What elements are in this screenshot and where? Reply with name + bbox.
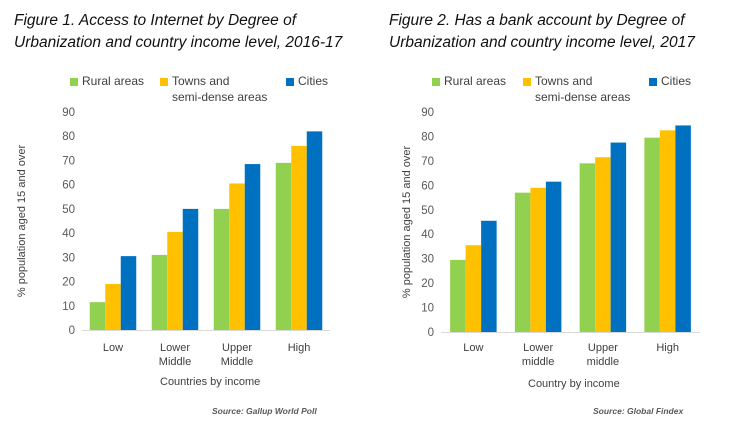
y-tick-label: 50 <box>421 205 434 217</box>
bar <box>213 208 230 330</box>
x-tick-label: Middle <box>159 356 191 368</box>
bar <box>514 192 531 332</box>
chart-title-line: Figure 1. Access to Internet by Degree o… <box>14 12 297 29</box>
y-tick-label: 70 <box>421 156 434 168</box>
chart-panel-internet-access: Figure 1. Access to Internet by Degree o… <box>14 10 374 416</box>
y-axis-label: % population aged 15 and over <box>16 145 28 298</box>
y-tick-label: 30 <box>62 252 75 264</box>
x-tick-label: High <box>656 342 679 354</box>
bar <box>545 181 562 332</box>
y-tick-label: 70 <box>62 155 75 167</box>
bar <box>481 220 497 332</box>
x-axis-label: Countries by income <box>160 376 261 388</box>
source-note: Source: Gallup World Poll <box>212 406 317 416</box>
bar <box>579 163 596 332</box>
y-tick-label: 60 <box>421 180 434 192</box>
bar <box>644 137 660 332</box>
y-tick-label: 20 <box>421 278 434 290</box>
x-tick-label: Upper <box>588 342 618 354</box>
y-tick-label: 10 <box>421 303 434 315</box>
x-tick-label: Low <box>463 342 483 354</box>
x-tick-label: Low <box>103 342 123 354</box>
legend-label: Rural areas <box>444 74 507 88</box>
x-tick-label: middle <box>522 356 554 368</box>
chart-title: Figure 1. Access to Internet by Degree o… <box>14 10 374 54</box>
legend-swatch <box>286 78 294 86</box>
bar <box>244 164 261 330</box>
y-tick-label: 90 <box>62 107 75 119</box>
y-tick-label: 0 <box>69 325 75 337</box>
x-tick-label: High <box>288 342 311 354</box>
x-tick-label: Lower <box>523 342 553 354</box>
x-axis-label: Country by income <box>528 378 620 390</box>
bar <box>306 131 323 330</box>
x-tick-label: Upper <box>222 342 252 354</box>
legend-swatch <box>523 78 531 86</box>
y-tick-label: 50 <box>62 204 75 216</box>
y-tick-label: 20 <box>62 277 75 289</box>
bar-chart-plot: 0 10 20 30 40 50 60 70 80 90 % population aged 15 … <box>401 107 700 368</box>
bar <box>595 157 611 332</box>
chart-panel-bank-account: Figure 2. Has a bank account by Degree o… <box>375 0 750 422</box>
bar <box>182 208 199 330</box>
bar <box>659 130 676 332</box>
legend-swatch <box>70 78 78 86</box>
bar <box>89 302 106 330</box>
y-tick-label: 0 <box>428 327 434 339</box>
bar <box>167 231 183 330</box>
source-note: Source: Global Findex <box>593 406 684 416</box>
bar <box>120 256 137 330</box>
chart-title-line: Urbanization and country income level, 2… <box>389 34 695 51</box>
legend-swatch <box>160 78 168 86</box>
bar <box>465 245 482 332</box>
legend-label: Cities <box>661 74 692 88</box>
x-tick-label: Middle <box>221 356 253 368</box>
bar <box>229 183 245 330</box>
bar-chart-plot: 0 10 20 30 40 50 60 70 80 90 % population aged 15 … <box>16 107 330 368</box>
chart-title-line: Figure 2. Has a bank account by Degree o… <box>389 12 685 29</box>
bar <box>151 254 168 330</box>
y-tick-label: 80 <box>62 131 75 143</box>
bar <box>275 162 292 330</box>
legend-swatch <box>432 78 440 86</box>
chart-title: Figure 2. Has a bank account by Degree o… <box>389 10 749 54</box>
bar <box>610 142 627 332</box>
bar <box>105 283 121 330</box>
x-tick-label: Lower <box>160 342 190 354</box>
legend-label: semi-dense areas <box>535 90 631 104</box>
legend-label: Rural areas <box>82 74 145 88</box>
legend-swatch <box>649 78 657 86</box>
legend-label: Towns and <box>172 74 230 88</box>
y-tick-label: 80 <box>421 131 434 143</box>
legend-label: Towns and <box>535 74 593 88</box>
y-tick-label: 60 <box>62 180 75 192</box>
bar <box>450 259 466 332</box>
legend-label: semi-dense areas <box>172 90 268 104</box>
y-tick-label: 30 <box>421 254 434 266</box>
y-tick-label: 90 <box>421 107 434 119</box>
y-tick-label: 40 <box>421 229 434 241</box>
y-tick-label: 40 <box>62 228 75 240</box>
legend-label: Cities <box>298 74 329 88</box>
chart-title-line: Urbanization and country income level, 2… <box>14 34 343 51</box>
bar <box>291 145 307 330</box>
y-axis-label: % population aged 15 and over <box>401 146 413 299</box>
x-tick-label: middle <box>587 356 619 368</box>
y-tick-label: 10 <box>62 301 75 313</box>
bar <box>530 187 546 332</box>
bar <box>675 125 691 332</box>
